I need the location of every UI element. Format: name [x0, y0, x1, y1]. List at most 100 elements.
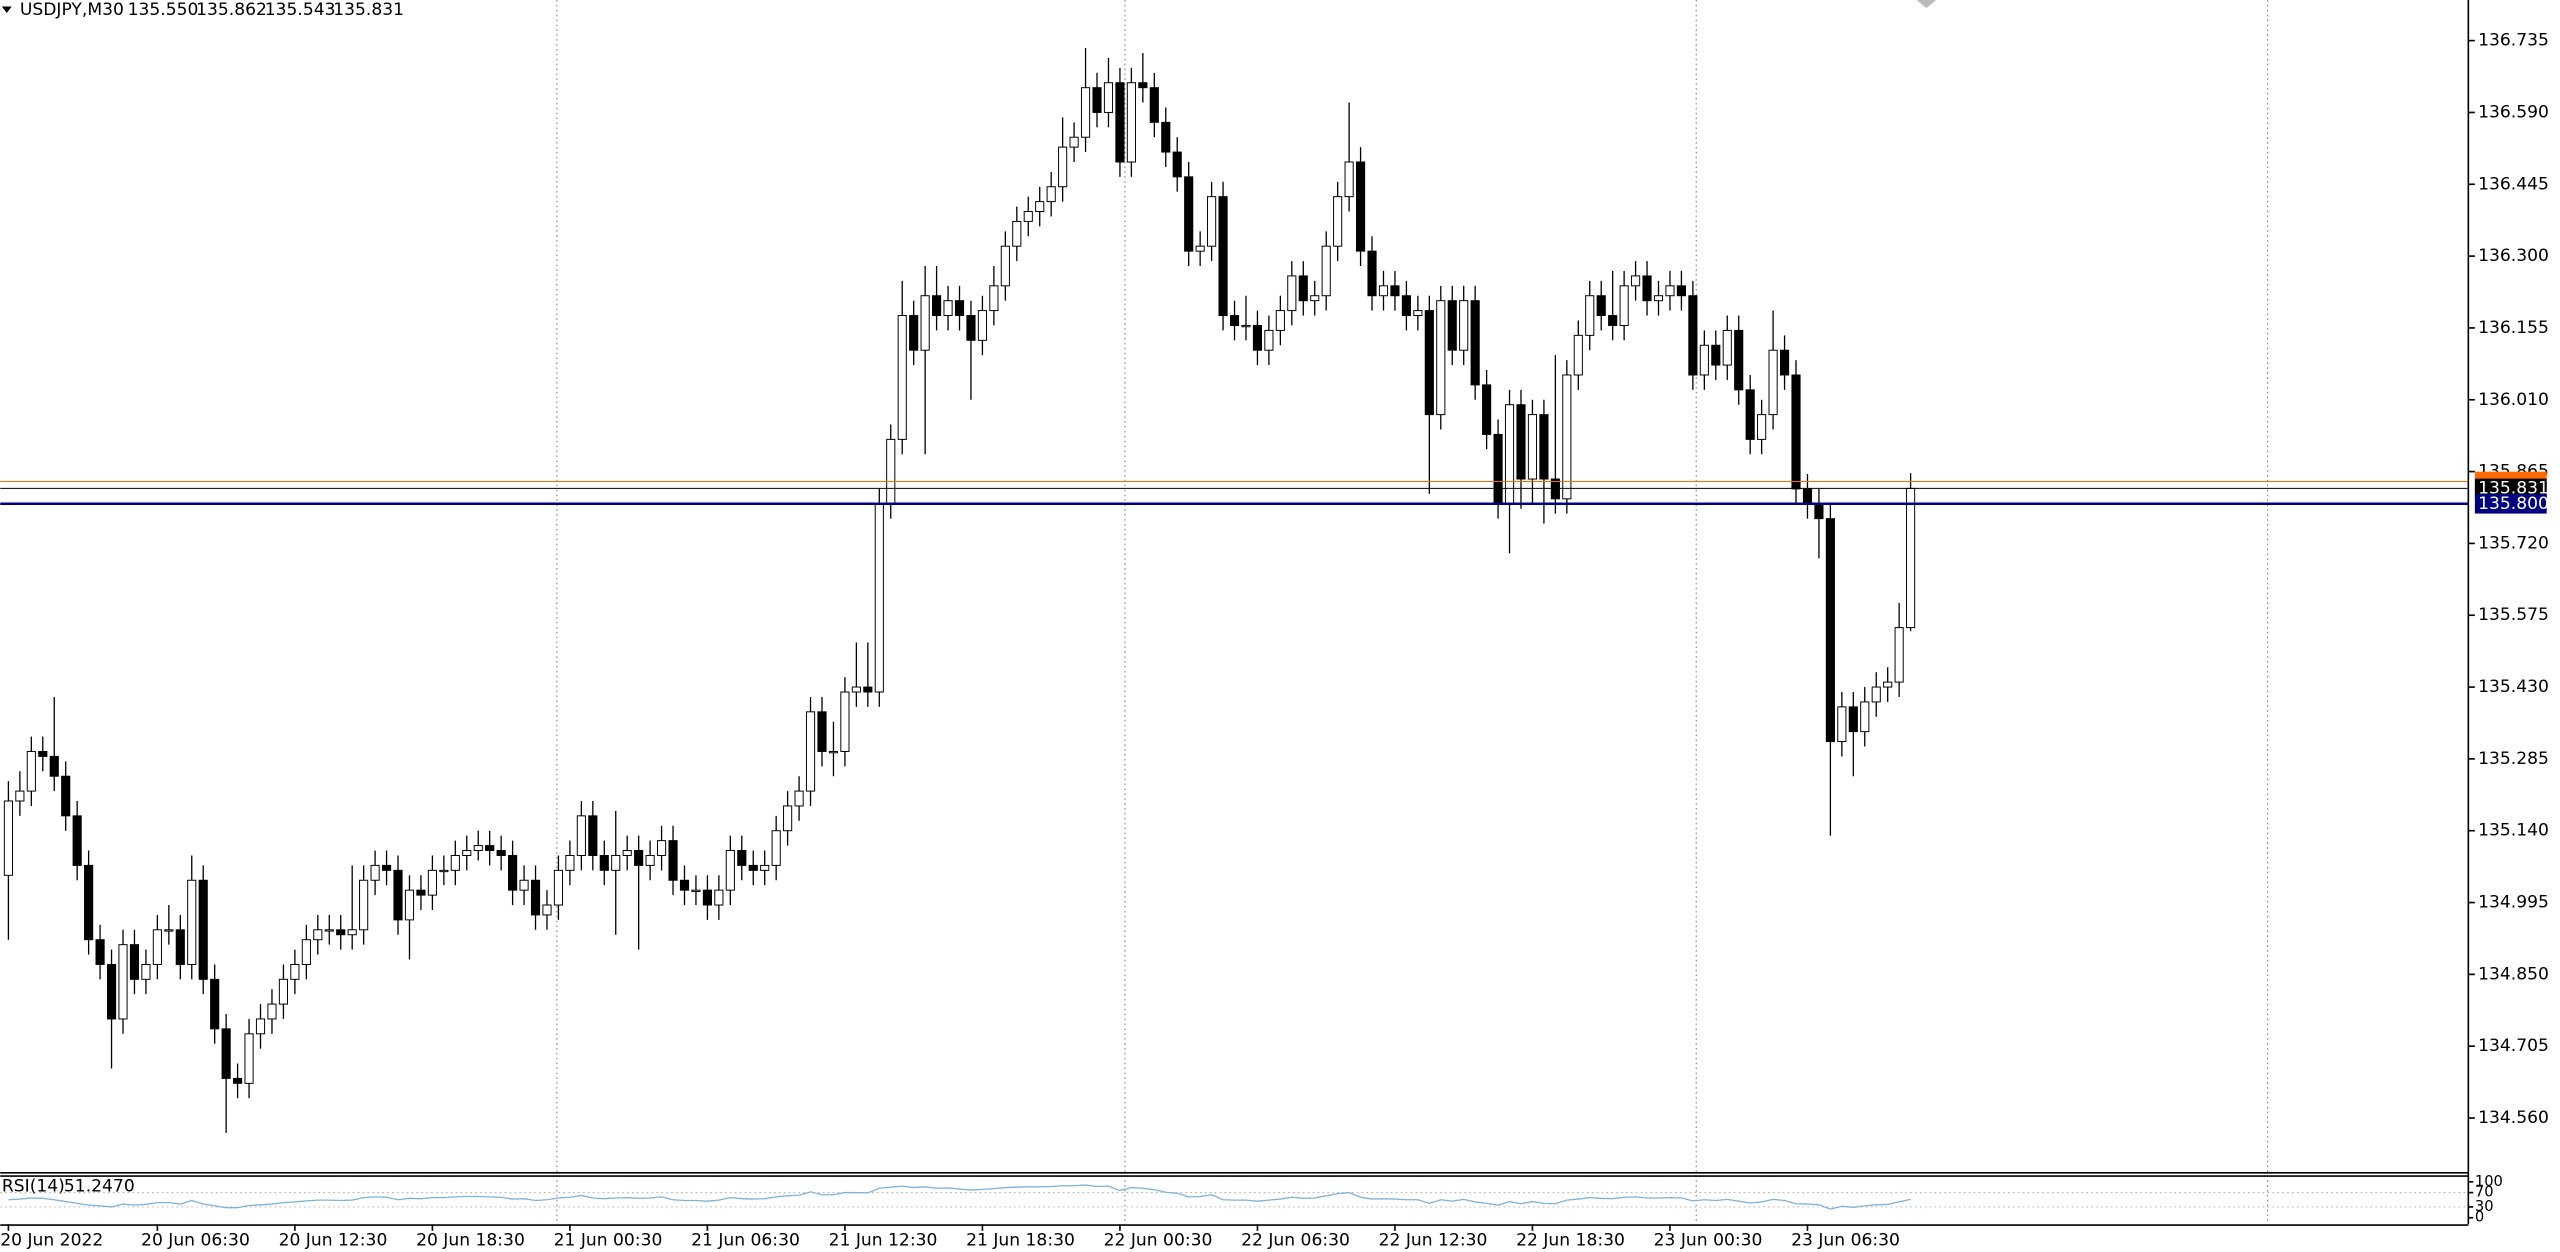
candle-body: [1791, 374, 1801, 490]
candle-body: [725, 850, 735, 891]
candle-body: [347, 929, 357, 936]
candle-body: [1149, 87, 1159, 123]
candle-body: [565, 854, 575, 871]
candle-body: [679, 879, 690, 891]
candle-body: [954, 300, 965, 317]
x-tick-label: 22 Jun 18:30: [1516, 1231, 1625, 1251]
candle-body: [1699, 344, 1709, 376]
candle-body: [1344, 161, 1354, 198]
rsi-line: [8, 1184, 1911, 1210]
candle-body: [920, 295, 930, 351]
candle-body: [1229, 315, 1240, 326]
candle-body: [61, 775, 71, 817]
candle-body: [1848, 706, 1858, 733]
candle-body: [1516, 404, 1526, 480]
candle-body: [783, 805, 793, 832]
title-value: 135.543: [265, 0, 336, 20]
candle-body: [1000, 245, 1010, 287]
candle-body: [301, 939, 311, 965]
candle-body: [72, 815, 82, 866]
candle-body: [771, 830, 781, 866]
candle-body: [530, 879, 541, 916]
x-tick-label: 23 Jun 00:30: [1654, 1231, 1763, 1251]
candle-body: [1550, 478, 1560, 500]
candle-body: [462, 850, 472, 856]
candle-body: [3, 800, 13, 876]
candle-body: [874, 503, 884, 693]
candle-body: [1608, 315, 1618, 326]
candle-body: [702, 889, 712, 906]
candle-body: [1413, 310, 1423, 317]
y-tick-label: 136.735: [2478, 31, 2549, 51]
candle-body: [1058, 146, 1068, 188]
candle-body: [863, 686, 873, 693]
plot-area: [0, 48, 2469, 1133]
candle-body: [118, 944, 128, 1020]
candle-body: [267, 1003, 277, 1020]
menu-arrow[interactable]: [1, 6, 12, 14]
candle-body: [49, 755, 59, 777]
x-tick-label: 22 Jun 06:30: [1241, 1231, 1350, 1251]
candle-body: [485, 845, 495, 852]
candle-body: [909, 315, 919, 351]
candle-body: [187, 879, 197, 965]
candle-body: [805, 711, 816, 792]
price-level-label: 135.800: [2478, 494, 2549, 514]
candle-body: [1493, 433, 1503, 505]
candle-body: [1906, 487, 1916, 629]
candle-body: [657, 840, 667, 856]
candle-body: [1035, 201, 1045, 213]
title-value: 135.550: [128, 0, 199, 20]
candle-body: [897, 315, 907, 440]
y-tick-label: 136.155: [2478, 318, 2549, 338]
candle-body: [1012, 220, 1022, 247]
candle-body: [290, 963, 300, 980]
price-level-tag: [2474, 478, 2547, 499]
candle-body: [439, 869, 449, 873]
candle-body: [450, 854, 460, 871]
candle-body: [542, 904, 552, 916]
candle-body: [324, 929, 334, 932]
candle-body: [1436, 300, 1446, 416]
candle-body: [1596, 295, 1606, 317]
candle-body: [645, 854, 655, 866]
candle-body: [1161, 121, 1171, 153]
candle-body: [84, 864, 94, 941]
x-tick-label: 21 Jun 12:30: [829, 1231, 938, 1251]
candle-body: [1883, 681, 1893, 688]
candle-body: [1287, 275, 1297, 312]
x-tick-label: 21 Jun 00:30: [554, 1231, 663, 1251]
candle-body: [404, 889, 415, 921]
candle-body: [508, 854, 518, 891]
candle-body: [1653, 295, 1664, 302]
y-tick-label: 135.720: [2478, 533, 2549, 553]
title-value: 135.831: [333, 0, 404, 20]
candle-body: [336, 929, 346, 936]
candle-body: [828, 750, 839, 754]
candle-body: [1562, 374, 1572, 500]
candle-body: [1390, 285, 1400, 297]
candle-body: [1298, 275, 1308, 302]
candle-body: [1814, 503, 1824, 520]
candle-body: [1619, 285, 1629, 326]
x-tick-label: 22 Jun 00:30: [1104, 1231, 1213, 1251]
candle-body: [1871, 686, 1881, 703]
y-tick-label: 136.590: [2478, 102, 2549, 122]
candle-body: [1527, 414, 1538, 480]
candle-body: [15, 790, 25, 802]
candle-body: [748, 864, 758, 871]
candle-body: [1688, 295, 1698, 376]
candle-body: [576, 815, 586, 856]
candle-body: [1172, 151, 1182, 178]
candle-body: [691, 889, 701, 892]
candle-body: [1894, 627, 1904, 683]
candle-body: [1092, 87, 1102, 113]
candle-body: [634, 850, 644, 866]
candle-body: [359, 879, 369, 931]
candle-body: [519, 879, 529, 891]
candle-body: [714, 889, 724, 906]
rsi-name: RSI(14): [2, 1177, 65, 1197]
candle-body: [1447, 300, 1457, 351]
candle-body: [977, 310, 987, 341]
rsi-tick-label: 100: [2475, 1173, 2503, 1190]
